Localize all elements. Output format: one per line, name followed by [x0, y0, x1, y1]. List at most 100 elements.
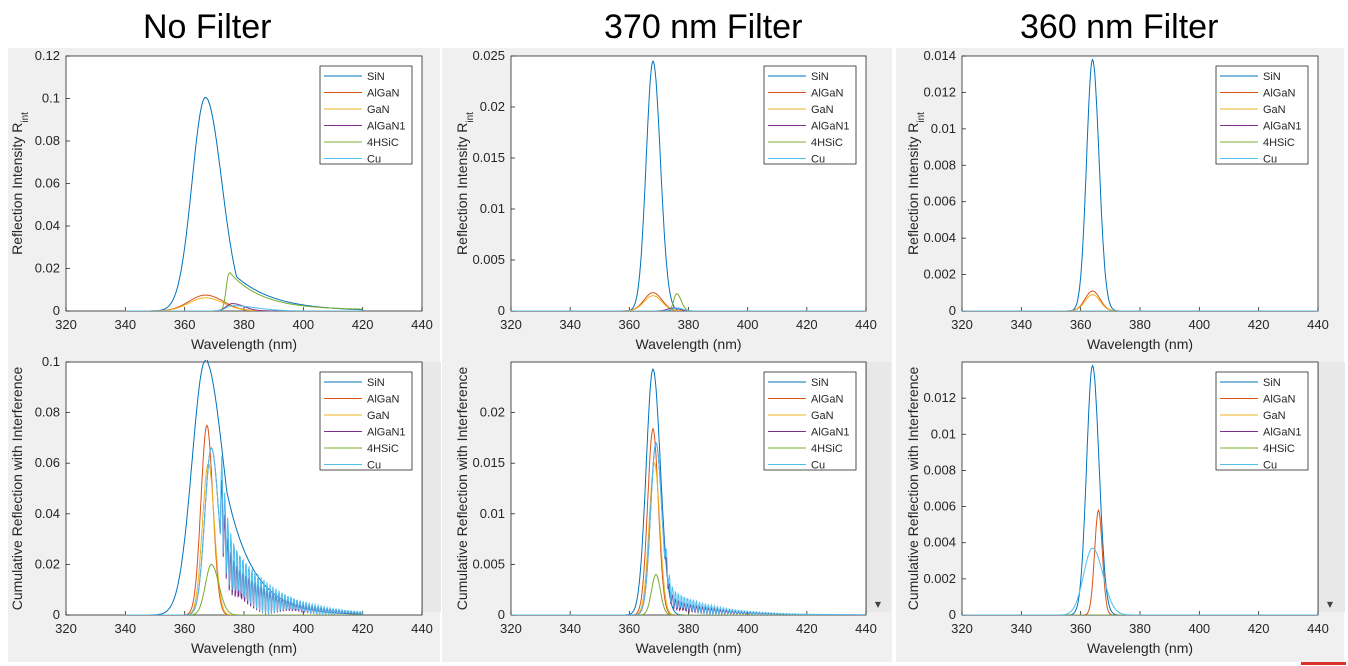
- scroll-down-arrow-icon[interactable]: ▼: [874, 600, 882, 609]
- x-tick-label: 440: [1307, 317, 1329, 332]
- legend-label: GaN: [811, 104, 834, 116]
- y-tick-label: 0.006: [923, 194, 956, 209]
- y-tick-label: 0.002: [923, 571, 956, 586]
- y-axis-label-subscript: int: [20, 112, 31, 123]
- x-tick-label: 340: [114, 621, 136, 636]
- x-tick-label: 400: [1188, 621, 1210, 636]
- y-tick-label: 0: [53, 303, 60, 318]
- scroll-down-arrow-icon[interactable]: ▼: [1326, 600, 1334, 609]
- legend-label: AlGaN1: [811, 121, 850, 133]
- x-tick-label: 340: [1010, 621, 1032, 636]
- x-tick-label: 400: [737, 621, 759, 636]
- y-tick-label: 0.004: [923, 230, 956, 245]
- series-line-4hsic: [125, 272, 363, 311]
- legend-label: AlGaN1: [811, 427, 850, 439]
- y-axis-label: Reflection Intensity Rint: [9, 112, 31, 255]
- y-axis-label: Reflection Intensity Rint: [454, 112, 476, 255]
- x-tick-label: 420: [1248, 317, 1270, 332]
- x-tick-label: 320: [500, 621, 522, 636]
- y-tick-label: 0.01: [931, 426, 956, 441]
- x-axis-label: Wavelength (nm): [191, 640, 297, 656]
- x-tick-label: 380: [233, 317, 255, 332]
- x-tick-label: 420: [796, 621, 818, 636]
- vertical-scrollbar-1[interactable]: [422, 362, 441, 612]
- y-tick-label: 0.005: [472, 556, 505, 571]
- legend-label: GaN: [367, 410, 390, 422]
- legend-label: AlGaN1: [367, 427, 406, 439]
- legend-label: 4HSiC: [811, 443, 843, 455]
- legend-label: GaN: [367, 104, 390, 116]
- x-tick-label: 320: [951, 621, 973, 636]
- legend-label: AlGaN: [811, 394, 843, 406]
- y-tick-label: 0.01: [480, 201, 505, 216]
- legend-box: [1215, 371, 1309, 471]
- y-tick-label: 0.01: [480, 506, 505, 521]
- legend-label: AlGaN: [1263, 88, 1295, 100]
- legend-label: Cu: [811, 460, 825, 472]
- y-tick-label: 0.012: [923, 390, 956, 405]
- vertical-scrollbar-2[interactable]: [866, 362, 891, 612]
- x-tick-label: 420: [796, 317, 818, 332]
- legend-label: SiN: [367, 377, 385, 389]
- x-tick-label: 320: [55, 621, 77, 636]
- y-tick-label: 0.015: [472, 150, 505, 165]
- x-tick-label: 440: [411, 317, 433, 332]
- x-tick-label: 360: [618, 317, 640, 332]
- series-line-cu: [511, 441, 866, 615]
- legend-label: Cu: [1263, 154, 1277, 166]
- y-tick-label: 0.025: [472, 48, 505, 63]
- y-tick-label: 0: [498, 607, 505, 622]
- column-title-no-filter: No Filter: [143, 8, 272, 46]
- y-tick-label: 0.002: [923, 267, 956, 282]
- y-axis-label-subscript: int: [916, 112, 927, 123]
- x-axis-label: Wavelength (nm): [1087, 336, 1193, 352]
- y-tick-label: 0.06: [35, 176, 60, 191]
- legend-box: [319, 65, 413, 165]
- legend-label: SiN: [367, 71, 385, 83]
- legend-box: [763, 65, 857, 165]
- x-tick-label: 440: [855, 317, 877, 332]
- series-line-cu: [125, 305, 363, 311]
- x-axis-label: Wavelength (nm): [1087, 640, 1193, 656]
- x-axis-label: Wavelength (nm): [635, 336, 741, 352]
- x-tick-label: 440: [411, 621, 433, 636]
- x-tick-label: 400: [292, 621, 314, 636]
- y-tick-label: 0.1: [42, 354, 60, 369]
- series-line-gan: [125, 297, 363, 311]
- y-tick-label: 0.014: [923, 48, 956, 63]
- legend-label: Cu: [367, 154, 381, 166]
- x-tick-label: 320: [55, 317, 77, 332]
- legend-box: [319, 371, 413, 471]
- x-axis-label: Wavelength (nm): [635, 640, 741, 656]
- legend-label: SiN: [811, 377, 829, 389]
- y-tick-label: 0.04: [35, 218, 60, 233]
- y-tick-label: 0.1: [42, 91, 60, 106]
- x-tick-label: 320: [500, 317, 522, 332]
- legend-label: AlGaN1: [367, 121, 406, 133]
- x-tick-label: 400: [292, 317, 314, 332]
- y-tick-label: 0: [498, 303, 505, 318]
- legend-label: 4HSiC: [367, 137, 399, 149]
- y-tick-label: 0.006: [923, 499, 956, 514]
- x-tick-label: 400: [737, 317, 759, 332]
- y-tick-label: 0.008: [923, 157, 956, 172]
- x-tick-label: 360: [1070, 317, 1092, 332]
- x-tick-label: 420: [352, 317, 374, 332]
- legend-label: GaN: [811, 410, 834, 422]
- legend-label: Cu: [811, 154, 825, 166]
- x-tick-label: 380: [1129, 621, 1151, 636]
- x-tick-label: 340: [114, 317, 136, 332]
- x-tick-label: 420: [1248, 621, 1270, 636]
- x-tick-label: 420: [352, 621, 374, 636]
- series-line-cu: [125, 447, 364, 615]
- x-tick-label: 440: [855, 621, 877, 636]
- x-tick-label: 360: [174, 317, 196, 332]
- x-axis-label: Wavelength (nm): [191, 336, 297, 352]
- legend-label: SiN: [1263, 71, 1281, 83]
- y-tick-label: 0.02: [35, 556, 60, 571]
- y-tick-label: 0.02: [35, 261, 60, 276]
- chart-panel-6: 320 340 360 380 400 420 440 0 0.002 0.004 0.006 0.0…: [905, 361, 1329, 656]
- vertical-scrollbar-3[interactable]: [1318, 362, 1345, 612]
- y-tick-label: 0.012: [923, 84, 956, 99]
